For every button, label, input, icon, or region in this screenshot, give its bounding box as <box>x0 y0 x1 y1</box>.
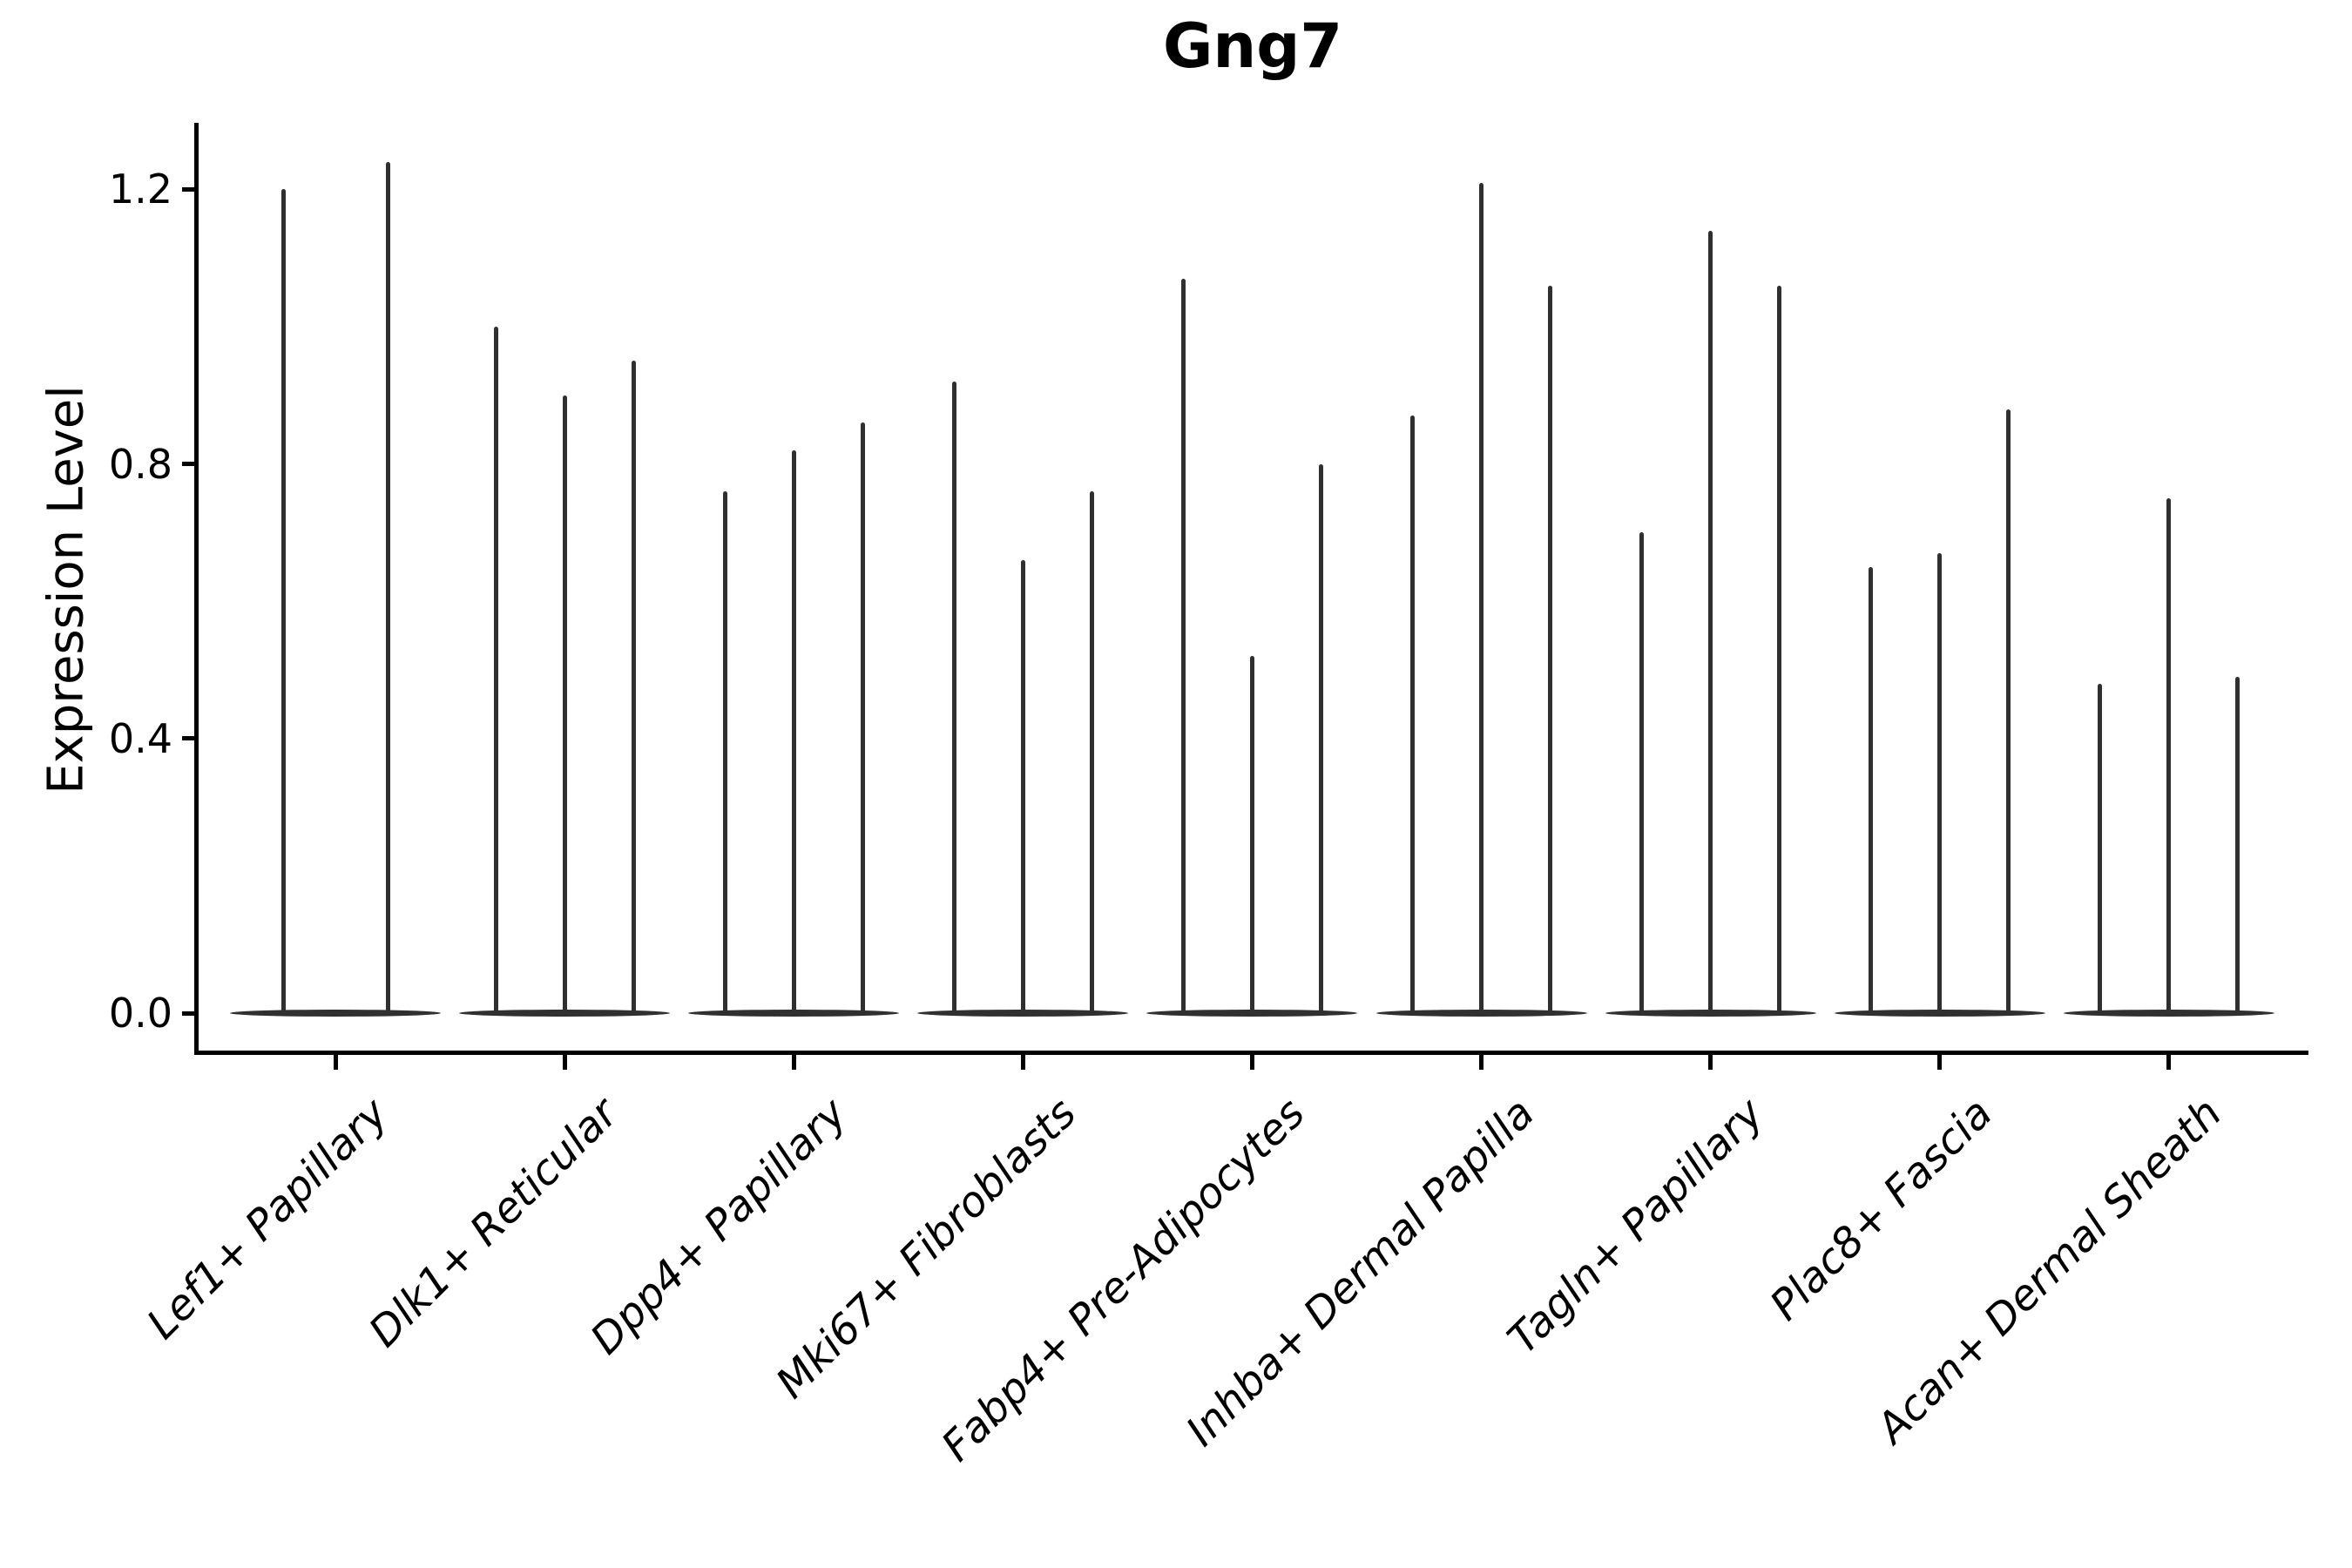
violin-spike <box>1869 566 1874 1015</box>
violin-spike <box>280 189 286 1015</box>
x-tick <box>791 1055 796 1070</box>
violin-spike <box>562 395 567 1015</box>
y-tick <box>182 1010 195 1016</box>
violin-spike <box>1180 278 1186 1015</box>
violin-spike <box>722 491 727 1015</box>
violin-spike <box>951 382 956 1015</box>
x-tick-label: Dlk1+ Reticular <box>359 1089 627 1357</box>
x-tick <box>562 1055 567 1070</box>
y-tick-label: 0.4 <box>108 714 172 762</box>
violin-spike <box>1548 285 1552 1015</box>
violin-spike <box>791 449 796 1015</box>
x-tick <box>1708 1055 1713 1070</box>
violin-spike <box>1708 230 1713 1015</box>
violin-spike <box>1937 553 1943 1015</box>
y-tick <box>182 186 195 192</box>
y-tick <box>182 462 195 467</box>
violin-spike <box>2006 409 2011 1015</box>
violin-spike <box>1020 559 1025 1015</box>
x-tick <box>1020 1055 1025 1070</box>
violin-spike <box>1410 416 1415 1015</box>
violin-base <box>230 1010 441 1017</box>
violin-spike <box>1777 285 1782 1015</box>
y-tick-label: 0.0 <box>108 990 172 1037</box>
violin-spike <box>1089 491 1094 1015</box>
x-tick <box>1249 1055 1254 1070</box>
violin-spike <box>860 422 865 1015</box>
x-tick-label: Lef1+ Papillary <box>138 1089 398 1349</box>
x-tick-label: Plac8+ Fascia <box>1761 1089 2003 1330</box>
x-axis-spine <box>194 1051 2308 1055</box>
y-tick-label: 1.2 <box>108 166 172 213</box>
violin-spike <box>1639 532 1645 1015</box>
violin-spike <box>385 161 390 1015</box>
y-axis-spine <box>194 123 199 1055</box>
x-tick-label: Dpp4+ Papillary <box>581 1089 856 1364</box>
violin-spike <box>2166 498 2172 1015</box>
violin-spike <box>2235 676 2240 1015</box>
violin-spike <box>1479 182 1484 1015</box>
chart-title: Gng7 <box>1162 10 1343 82</box>
x-tick <box>333 1055 338 1070</box>
violin-spike <box>631 361 636 1015</box>
x-tick <box>1479 1055 1484 1070</box>
x-tick <box>1937 1055 1943 1070</box>
violin-spike <box>2098 683 2103 1015</box>
y-tick-label: 0.8 <box>108 440 172 488</box>
x-tick-label: Tagln+ Papillary <box>1497 1089 1774 1364</box>
x-tick-label: Fabp4+ Pre-Adipocytes <box>932 1089 1315 1471</box>
violin-spike <box>1249 656 1254 1015</box>
y-tick <box>182 736 195 741</box>
violin-spike <box>493 327 498 1015</box>
x-tick <box>2166 1055 2172 1070</box>
violin-spike <box>1318 463 1323 1015</box>
